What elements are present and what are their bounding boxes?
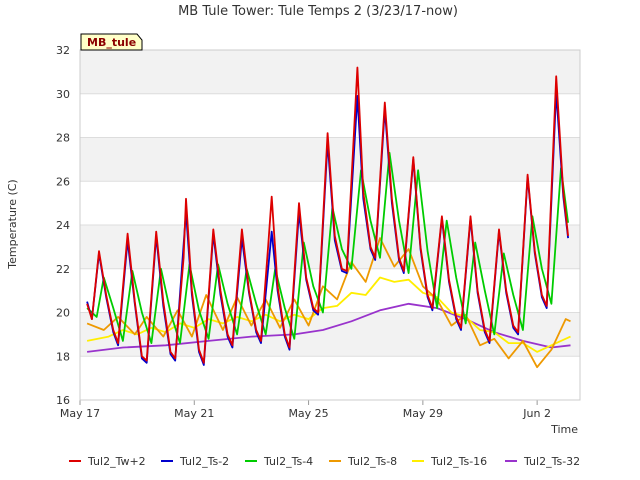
y-tick-label: 26 — [56, 175, 70, 188]
x-tick-label: Jun 2 — [522, 407, 551, 420]
chart-title: MB Tule Tower: Tule Temps 2 (3/23/17-now… — [178, 4, 458, 19]
series-line-tul2-tw-2 — [86, 66, 569, 364]
legend-item: Tul2_Ts-32 — [505, 455, 580, 468]
legend-label: Tul2_Ts-32 — [523, 455, 580, 468]
series-line-tul2-ts-16 — [86, 276, 571, 353]
axes: 16 18 20 22 24 26 28 30 32 May 17 May 21 May 25 May … — [56, 44, 581, 420]
series-line-tul2-ts-4 — [86, 151, 569, 344]
legend-label: Tul2_Ts-8 — [347, 455, 397, 468]
y-axis-title: Temperature (C) — [6, 179, 19, 269]
y-tick-label: 28 — [56, 132, 70, 145]
y-tick-label: 18 — [56, 350, 70, 363]
grid-band — [80, 50, 580, 94]
x-tick-label: May 17 — [60, 407, 100, 420]
y-tick-label: 24 — [56, 219, 70, 232]
legend-item: Tul2_Ts-16 — [412, 455, 487, 468]
legend: Tul2_Tw+2 Tul2_Ts-2 Tul2_Ts-4 Tul2_Ts-8 Tul2… — [69, 455, 580, 468]
y-tick-label: 20 — [56, 307, 70, 320]
legend-label: Tul2_Ts-2 — [179, 455, 229, 468]
badge-label: MB_tule — [87, 36, 136, 49]
x-tick-label: May 29 — [403, 407, 443, 420]
plot-frame — [79, 49, 581, 401]
x-tick-label: May 21 — [174, 407, 214, 420]
series-layer — [86, 66, 571, 369]
legend-label: Tul2_Ts-16 — [430, 455, 487, 468]
x-tick-label: May 25 — [288, 407, 328, 420]
x-axis-title: Time — [550, 423, 578, 436]
legend-label: Tul2_Ts-4 — [263, 455, 313, 468]
legend-item: Tul2_Tw+2 — [69, 455, 146, 468]
y-tick-label: 30 — [56, 88, 70, 101]
legend-item: Tul2_Ts-4 — [245, 455, 313, 468]
y-tick-label: 32 — [56, 44, 70, 57]
legend-item: Tul2_Ts-8 — [329, 455, 397, 468]
badge-shape — [80, 33, 143, 51]
y-tick-label: 22 — [56, 263, 70, 276]
legend-item: Tul2_Ts-2 — [161, 455, 229, 468]
y-tick-label: 16 — [56, 394, 70, 407]
legend-label: Tul2_Tw+2 — [87, 455, 146, 468]
badge: MB_tule — [80, 33, 143, 51]
series-line-tul2-ts-32 — [86, 302, 571, 353]
